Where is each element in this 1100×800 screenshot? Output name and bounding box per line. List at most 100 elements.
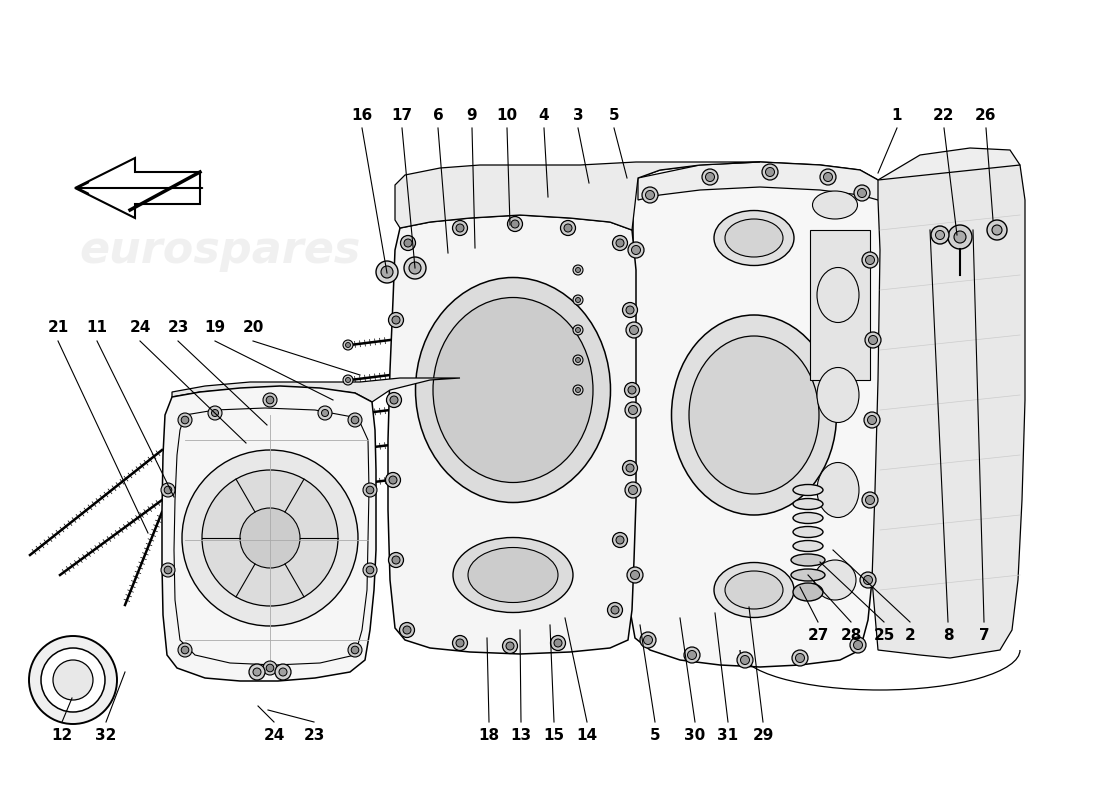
Circle shape [688, 650, 696, 659]
Circle shape [610, 606, 619, 614]
Circle shape [376, 261, 398, 283]
Circle shape [343, 410, 353, 420]
Circle shape [575, 298, 581, 302]
Circle shape [646, 190, 654, 199]
Polygon shape [388, 215, 636, 654]
Text: eurospares: eurospares [539, 558, 821, 602]
Ellipse shape [725, 219, 783, 257]
Text: eurospares: eurospares [79, 229, 361, 271]
Circle shape [854, 641, 862, 650]
Circle shape [249, 664, 265, 680]
Text: 30: 30 [684, 727, 705, 742]
Ellipse shape [433, 298, 593, 482]
Circle shape [573, 355, 583, 365]
Circle shape [343, 445, 353, 455]
Circle shape [345, 413, 351, 418]
Circle shape [452, 221, 468, 235]
Text: 29: 29 [752, 727, 773, 742]
Circle shape [628, 242, 643, 258]
Ellipse shape [453, 538, 573, 613]
Circle shape [404, 257, 426, 279]
Circle shape [343, 480, 353, 490]
Ellipse shape [791, 569, 825, 581]
Circle shape [820, 169, 836, 185]
Ellipse shape [714, 210, 794, 266]
Ellipse shape [814, 560, 856, 600]
Text: 1: 1 [892, 107, 902, 122]
Circle shape [279, 668, 287, 676]
Circle shape [623, 302, 638, 318]
Text: 5: 5 [650, 727, 660, 742]
Circle shape [858, 189, 867, 198]
Circle shape [164, 486, 172, 494]
Ellipse shape [793, 485, 823, 495]
Text: 17: 17 [392, 107, 412, 122]
Ellipse shape [793, 513, 823, 523]
Polygon shape [872, 165, 1025, 658]
Circle shape [554, 639, 562, 647]
Circle shape [503, 638, 517, 654]
Circle shape [762, 164, 778, 180]
Ellipse shape [817, 367, 859, 422]
Circle shape [363, 563, 377, 577]
Circle shape [613, 533, 627, 547]
Ellipse shape [714, 562, 794, 618]
Circle shape [452, 635, 468, 650]
Text: 31: 31 [717, 727, 738, 742]
Circle shape [613, 235, 627, 250]
Text: 25: 25 [873, 627, 894, 642]
Circle shape [573, 385, 583, 395]
Text: 24: 24 [263, 727, 285, 742]
Circle shape [573, 295, 583, 305]
Ellipse shape [817, 267, 859, 322]
Circle shape [345, 447, 351, 453]
Circle shape [795, 654, 804, 662]
Circle shape [935, 230, 945, 239]
Text: 6: 6 [432, 107, 443, 122]
Text: 14: 14 [576, 727, 597, 742]
Circle shape [705, 173, 715, 182]
Circle shape [343, 375, 353, 385]
Circle shape [564, 224, 572, 232]
Polygon shape [75, 158, 200, 218]
Circle shape [263, 661, 277, 675]
Circle shape [182, 450, 358, 626]
Circle shape [351, 646, 359, 654]
Text: 8: 8 [943, 627, 954, 642]
Circle shape [628, 386, 636, 394]
Circle shape [575, 358, 581, 362]
Circle shape [29, 636, 117, 724]
Circle shape [625, 402, 641, 418]
Text: 9: 9 [466, 107, 477, 122]
Text: 22: 22 [933, 107, 955, 122]
Circle shape [363, 483, 377, 497]
Text: 18: 18 [478, 727, 499, 742]
Circle shape [392, 316, 400, 324]
Circle shape [575, 387, 581, 393]
Circle shape [866, 495, 874, 505]
Circle shape [642, 187, 658, 203]
Circle shape [992, 225, 1002, 235]
Circle shape [865, 332, 881, 348]
Circle shape [869, 335, 878, 345]
Circle shape [512, 220, 519, 228]
Circle shape [625, 382, 639, 398]
Text: 27: 27 [807, 627, 828, 642]
Circle shape [351, 416, 359, 424]
Polygon shape [627, 162, 883, 667]
Circle shape [381, 266, 393, 278]
Circle shape [630, 570, 639, 579]
Circle shape [321, 410, 329, 417]
Text: 13: 13 [510, 727, 531, 742]
Circle shape [740, 655, 749, 665]
Circle shape [240, 508, 300, 568]
Circle shape [266, 664, 274, 672]
Text: 19: 19 [205, 321, 225, 335]
Circle shape [550, 635, 565, 650]
Circle shape [954, 231, 966, 243]
Circle shape [575, 267, 581, 273]
Polygon shape [172, 378, 460, 402]
Circle shape [53, 660, 94, 700]
Ellipse shape [793, 526, 823, 538]
Circle shape [640, 632, 656, 648]
